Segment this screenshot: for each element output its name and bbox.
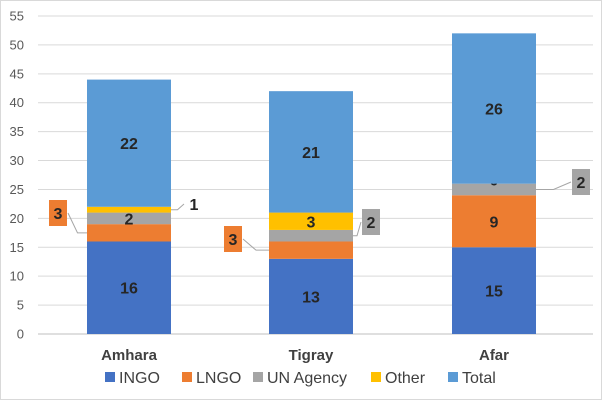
legend-label: INGO: [119, 370, 160, 387]
legend-label: Total: [462, 370, 496, 387]
bar-segment-lngo: [87, 224, 171, 242]
y-tick-label: 25: [10, 182, 24, 197]
bar-segment-ingo: [87, 241, 171, 334]
legend-label: UN Agency: [267, 370, 347, 387]
data-label: 1: [190, 197, 199, 214]
y-tick-label: 40: [10, 95, 24, 110]
legend-swatch-total: [448, 372, 458, 382]
y-tick-label: 50: [10, 37, 24, 52]
data-label: 26: [485, 102, 503, 119]
data-label: 2: [367, 215, 376, 232]
data-label: 3: [307, 214, 316, 231]
legend-swatch-ingo: [105, 372, 115, 382]
legend-swatch-other: [371, 372, 381, 382]
data-label: 2: [577, 175, 586, 192]
legend-swatch-lngo: [182, 372, 192, 382]
leader-line: [242, 238, 269, 251]
legend-swatch-un-agency: [253, 372, 263, 382]
leader-line: [67, 212, 87, 234]
y-tick-label: 15: [10, 240, 24, 255]
bar-segment-other: [87, 206, 171, 213]
bar-segment-ingo: [269, 258, 353, 334]
data-label: 3: [229, 232, 238, 249]
y-tick-label: 55: [10, 9, 24, 24]
bar-segment-ingo: [452, 247, 536, 334]
bar-segment-un-agency: [269, 229, 353, 242]
y-tick-label: 20: [10, 211, 24, 226]
bar-segment-total: [87, 79, 171, 207]
bar-segment-lngo: [452, 195, 536, 248]
callout-box: [49, 200, 67, 226]
y-tick-label: 45: [10, 66, 24, 81]
y-tick-label: 30: [10, 153, 24, 168]
legend-label: LNGO: [196, 370, 241, 387]
x-category-label: Amhara: [101, 347, 158, 364]
legend-label: Other: [385, 370, 426, 387]
x-category-label: Tigray: [289, 347, 334, 364]
callout-box: [224, 226, 242, 252]
y-tick-label: 35: [10, 124, 24, 139]
bar-segment-lngo: [269, 241, 353, 259]
data-label: 21: [302, 145, 320, 162]
bar-segment-total: [269, 91, 353, 213]
leader-line: [171, 203, 185, 211]
y-tick-label: 5: [17, 298, 24, 313]
callout-box: [572, 169, 590, 195]
leader-line: [536, 181, 572, 190]
data-label: 3: [54, 206, 63, 223]
callout-box: [362, 209, 380, 235]
bar-segment-un-agency: [87, 212, 171, 225]
bar-segment-other: [269, 212, 353, 230]
bar-segment-un-agency: [452, 183, 536, 196]
y-tick-label: 0: [17, 327, 24, 342]
data-label: 22: [120, 136, 138, 153]
data-label: 2: [125, 211, 134, 228]
bar-segment-total: [452, 33, 536, 184]
x-category-label: Afar: [479, 347, 509, 364]
data-label: 13: [302, 289, 320, 306]
y-tick-label: 10: [10, 269, 24, 284]
data-label: 15: [485, 284, 503, 301]
leader-line: [353, 221, 362, 237]
data-label: 16: [120, 281, 138, 298]
data-label: 9: [490, 214, 499, 231]
